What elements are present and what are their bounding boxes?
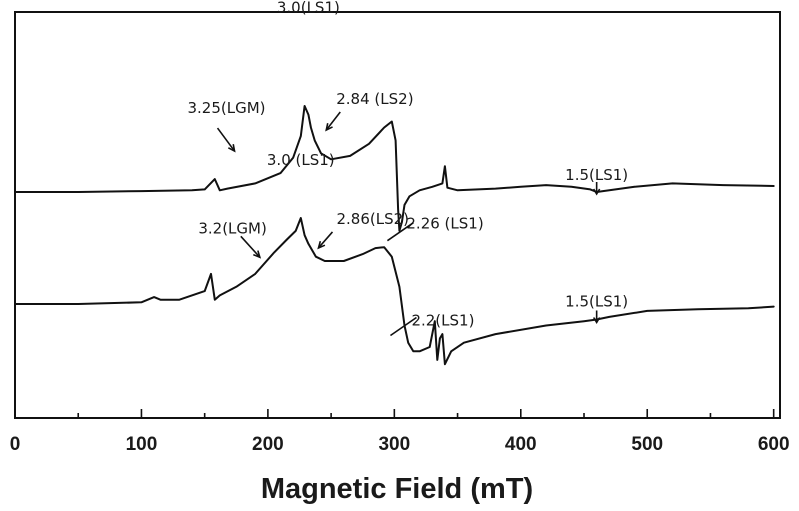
arrowhead <box>592 188 601 196</box>
annotation-label: 1.5(LS1) <box>565 292 628 310</box>
annotation-label: 2.2(LS1) <box>411 312 474 330</box>
annotation-slash <box>386 222 414 242</box>
arrowhead <box>317 240 326 250</box>
x-tick-label: 300 <box>378 434 410 455</box>
annotation-label: 3.25(LGM) <box>188 99 266 117</box>
x-tick-label: 400 <box>505 434 537 455</box>
annotation-label: 2.84 (LS2) <box>336 90 413 108</box>
annotation-label: 1.5(LS1) <box>565 166 628 184</box>
annotation-arrow <box>317 231 334 249</box>
upper-spectrum-line <box>14 105 775 232</box>
annotation-arrow <box>216 127 236 152</box>
traces <box>14 105 775 366</box>
annotation-label: 2.86(LS2) <box>336 210 409 228</box>
x-tick-label: 0 <box>10 434 21 455</box>
lower-spectrum-line <box>14 217 775 366</box>
arrowhead <box>325 123 333 132</box>
annotations: 3.0(LS1) 3.25(LGM) 2.84 (LS2) 2.26 (LS1) 1.5… <box>188 0 628 337</box>
plot-frame <box>14 11 781 419</box>
x-axis-title: Magnetic Field (mT) <box>261 473 533 505</box>
x-tick-label: 100 <box>126 434 158 455</box>
arrowhead <box>253 250 262 259</box>
x-tick-label: 200 <box>252 434 284 455</box>
annotation-label: 3.0(LS1) <box>277 0 340 17</box>
annotation-label: 3.0 (LS1) <box>267 151 335 169</box>
arrowhead <box>227 144 236 153</box>
x-tick-label: 500 <box>631 434 663 455</box>
arrowhead <box>592 317 601 325</box>
annotation-arrow <box>325 111 341 131</box>
annotation-label: 2.26 (LS1) <box>406 215 483 233</box>
x-tick-label: 600 <box>758 434 790 455</box>
annotation-slash <box>389 316 417 337</box>
annotation-arrow <box>240 235 261 258</box>
annotation-label: 3.2(LGM) <box>198 219 266 237</box>
x-axis: 0 100 200 300 400 500 600 <box>10 409 790 455</box>
